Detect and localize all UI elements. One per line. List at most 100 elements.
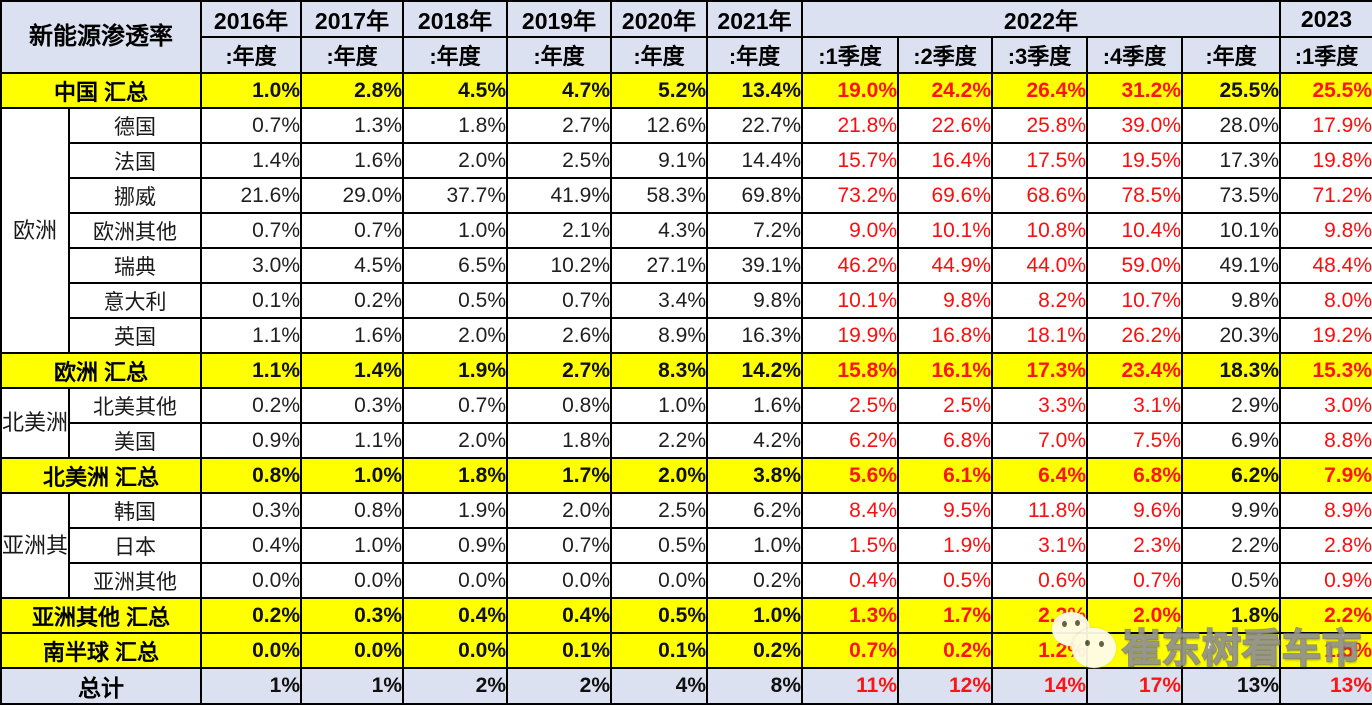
- country-label: 法国: [68, 142, 202, 179]
- value-cell: 25.8%: [991, 107, 1088, 144]
- value-cell: 39.1%: [706, 247, 803, 284]
- value-cell: 9.1%: [610, 142, 708, 179]
- country-label: 北美其他: [68, 387, 202, 424]
- value-cell: 1.7%: [897, 597, 993, 634]
- country-label: 韩国: [68, 492, 202, 529]
- value-cell: 24.2%: [897, 72, 993, 109]
- group-label: 欧洲: [0, 107, 70, 354]
- value-cell: 1.8%: [1181, 597, 1281, 634]
- year-header-4: 2020年: [610, 0, 708, 38]
- value-cell: 14.4%: [706, 142, 803, 179]
- value-cell: 17.3%: [1181, 142, 1281, 179]
- value-cell: 19.0%: [801, 72, 899, 109]
- value-cell: 9.8%: [1181, 282, 1281, 319]
- value-cell: 17.9%: [1279, 107, 1372, 144]
- table-row: 欧洲 汇总 1.1% 1.4% 1.9% 2.7% 8.3% 14.2% 15.8% 16.1%…: [0, 352, 1372, 389]
- value-cell: 0.8%: [200, 457, 302, 494]
- value-cell: 2.6%: [506, 317, 612, 354]
- value-cell: 0.2%: [706, 562, 803, 599]
- value-cell: 0.7%: [402, 387, 508, 424]
- value-cell: 16.3%: [706, 317, 803, 354]
- value-cell: 1.8%: [506, 422, 612, 459]
- value-cell: 1.9%: [402, 352, 508, 389]
- value-cell: 1.8%: [402, 107, 508, 144]
- value-cell: 3.0%: [200, 247, 302, 284]
- value-cell: 22.6%: [897, 107, 993, 144]
- value-cell: 2.0%: [402, 317, 508, 354]
- value-cell: 5.2%: [610, 72, 708, 109]
- value-cell: 13%: [1279, 667, 1372, 705]
- value-cell: 16.4%: [897, 142, 993, 179]
- value-cell: 21.8%: [801, 107, 899, 144]
- value-cell: 0.6%: [991, 562, 1088, 599]
- year-header-2: 2018年: [402, 0, 508, 38]
- value-cell: 0.0%: [402, 632, 508, 669]
- value-cell: 4.7%: [506, 72, 612, 109]
- country-label: 英国: [68, 317, 202, 354]
- period-header-5: :年度: [706, 36, 803, 74]
- value-cell: 0.7%: [200, 212, 302, 249]
- table-row: 亚洲其他韩国0.3%0.8%1.9%2.0%2.5%6.2%8.4%9.5%11…: [0, 492, 1372, 599]
- value-cell: 3.3%: [991, 387, 1088, 424]
- value-cell: 1.0%: [706, 597, 803, 634]
- value-cell: 2.5%: [801, 387, 899, 424]
- value-cell: 2.8%: [300, 72, 404, 109]
- value-cell: 12%: [897, 667, 993, 705]
- value-cell: 0.1%: [506, 632, 612, 669]
- value-cell: 0.4%: [801, 562, 899, 599]
- table-row: 挪威 21.6% 29.0% 37.7% 41.9% 58.3% 69.8% 73.2% 69.…: [1, 177, 1372, 214]
- value-cell: 28.0%: [1181, 107, 1281, 144]
- value-cell: 0.0%: [300, 632, 404, 669]
- country-label: 瑞典: [68, 247, 202, 284]
- value-cell: 8.2%: [991, 282, 1088, 319]
- value-cell: 1.0%: [200, 72, 302, 109]
- value-cell: 1.0%: [300, 527, 404, 564]
- value-cell: 0.5%: [1181, 562, 1281, 599]
- value-cell: 0.4%: [200, 527, 302, 564]
- value-cell: 10.1%: [801, 282, 899, 319]
- country-label: 亚洲其他: [68, 562, 202, 599]
- value-cell: 0.0%: [610, 562, 708, 599]
- year-header-7: 2023: [1279, 0, 1372, 38]
- value-cell: 2.5%: [506, 142, 612, 179]
- value-cell: 4%: [610, 667, 708, 705]
- value-cell: 8.0%: [1279, 282, 1372, 319]
- value-cell: 7.5%: [1086, 422, 1183, 459]
- value-cell: 3.4%: [610, 282, 708, 319]
- row-label: 欧洲 汇总: [0, 352, 202, 389]
- value-cell: 1.5%: [801, 527, 899, 564]
- value-cell: 8.3%: [610, 352, 708, 389]
- table-row: 亚洲其他 0.0% 0.0% 0.0% 0.0% 0.0% 0.2% 0.4% 0.5% 0.6%…: [1, 562, 1372, 599]
- country-label: 欧洲其他: [68, 212, 202, 249]
- value-cell: 0.2%: [706, 632, 803, 669]
- value-cell: 2%: [402, 667, 508, 705]
- value-cell: 9.8%: [706, 282, 803, 319]
- value-cell: 2.0%: [610, 457, 708, 494]
- value-cell: 10.8%: [991, 212, 1088, 249]
- value-cell: 1.9%: [402, 492, 508, 529]
- value-cell: 1.0%: [300, 457, 404, 494]
- value-cell: 23.4%: [1086, 352, 1183, 389]
- value-cell: 0.7%: [506, 282, 612, 319]
- value-cell: 0.5%: [402, 282, 508, 319]
- year-header-1: 2017年: [300, 0, 404, 38]
- value-cell: 1.6%: [300, 317, 404, 354]
- value-cell: 0.9%: [402, 527, 508, 564]
- value-cell: 9.5%: [897, 492, 993, 529]
- value-cell: 2.2%: [610, 422, 708, 459]
- year-header-6: 2022年: [801, 0, 1281, 38]
- value-cell: 58.3%: [610, 177, 708, 214]
- value-cell: 0.3%: [200, 492, 302, 529]
- value-cell: 2.0%: [402, 422, 508, 459]
- value-cell: 0.4%: [506, 597, 612, 634]
- value-cell: 21.6%: [200, 177, 302, 214]
- value-cell: 0.0%: [506, 562, 612, 599]
- value-cell: 1.7%: [506, 457, 612, 494]
- value-cell: 0.1%: [200, 282, 302, 319]
- value-cell: 17.5%: [991, 142, 1088, 179]
- value-cell: 8.9%: [610, 317, 708, 354]
- value-cell: 18.1%: [991, 317, 1088, 354]
- value-cell: 25.5%: [1279, 72, 1372, 109]
